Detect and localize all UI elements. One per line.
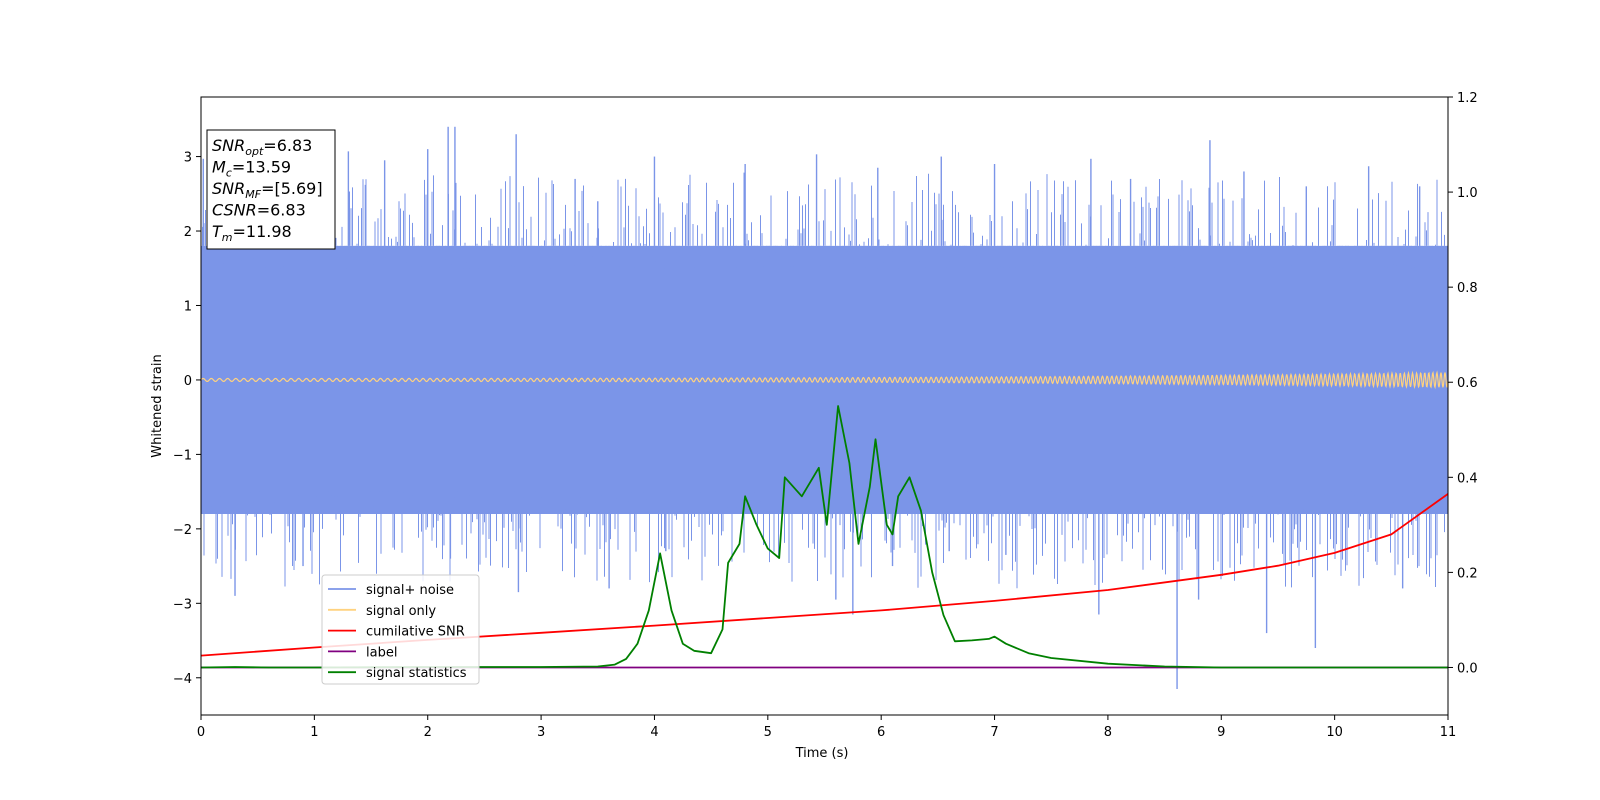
info-box-line: SNRMF=[5.69] [212, 179, 323, 201]
y-right-tick-label: 1.0 [1457, 186, 1478, 201]
stats-info-box: SNRopt=6.83Mc=13.59SNRMF=[5.69]CSNR=6.83… [206, 129, 336, 250]
info-box-frame [206, 129, 336, 250]
legend-frame [321, 574, 480, 685]
info-box-line: SNRopt=6.83 [212, 136, 312, 158]
x-tick-label: 9 [1217, 725, 1225, 740]
y-left-tick-label: 3 [184, 151, 192, 166]
x-axis-title: Time (s) [795, 746, 849, 761]
legend-label: signal only [366, 604, 436, 619]
y-left-tick-label: −2 [173, 523, 192, 538]
plot-frame [200, 96, 1449, 716]
y-left-tick-label: −1 [173, 448, 192, 463]
x-tick-label: 4 [650, 725, 658, 740]
x-tick-label: 3 [537, 725, 545, 740]
y-right-axis-ticks: 0.0 0.2 0.4 0.6 0.8 1.0 1.2 [1448, 91, 1478, 676]
legend-label: signal statistics [366, 666, 467, 681]
x-tick-label: 0 [197, 725, 205, 740]
y-left-tick-label: 0 [184, 374, 192, 389]
y-left-tick-label: −3 [173, 597, 192, 612]
x-tick-label: 2 [424, 725, 432, 740]
x-tick-label: 10 [1326, 725, 1343, 740]
y-left-axis-ticks: −4 −3 −2 −1 0 1 2 3 [173, 151, 201, 687]
y-left-tick-label: 2 [184, 225, 192, 240]
info-box-line: Mc=13.59 [212, 158, 291, 180]
signal-noise-peaks [202, 126, 1421, 689]
y-right-tick-label: 0.0 [1457, 661, 1478, 676]
legend-label: label [366, 645, 397, 660]
y-axis-title: Whitened strain [150, 354, 165, 457]
series-signal-only-line [201, 370, 1448, 390]
legend-label: signal+ noise [366, 583, 454, 598]
signal-noise-spikes [201, 172, 1448, 589]
y-right-tick-label: 1.2 [1457, 91, 1478, 106]
x-tick-label: 1 [310, 725, 318, 740]
x-tick-label: 5 [764, 725, 772, 740]
y-right-tick-label: 0.6 [1457, 376, 1478, 391]
x-tick-label: 11 [1440, 725, 1457, 740]
legend-label: cumilative SNR [366, 625, 465, 640]
series-signal-statistics-line [201, 405, 1448, 669]
x-tick-label: 7 [990, 725, 998, 740]
info-box-line: Tm=11.98 [212, 222, 292, 244]
y-left-tick-label: −4 [173, 672, 192, 687]
y-left-tick-label: 1 [184, 299, 192, 314]
x-tick-label: 6 [877, 725, 885, 740]
y-right-tick-label: 0.8 [1457, 281, 1478, 296]
noise-spike-cluster [201, 172, 1448, 589]
y-right-tick-label: 0.4 [1457, 471, 1478, 486]
y-right-tick-label: 0.2 [1457, 566, 1478, 581]
x-axis-ticks: 0 1 2 3 4 5 6 7 8 9 10 11 [197, 715, 1456, 740]
x-tick-label: 8 [1104, 725, 1112, 740]
legend: signal+ noise signal only cumilative SNR la… [321, 574, 480, 685]
info-box-line: CSNR=6.83 [212, 201, 306, 220]
